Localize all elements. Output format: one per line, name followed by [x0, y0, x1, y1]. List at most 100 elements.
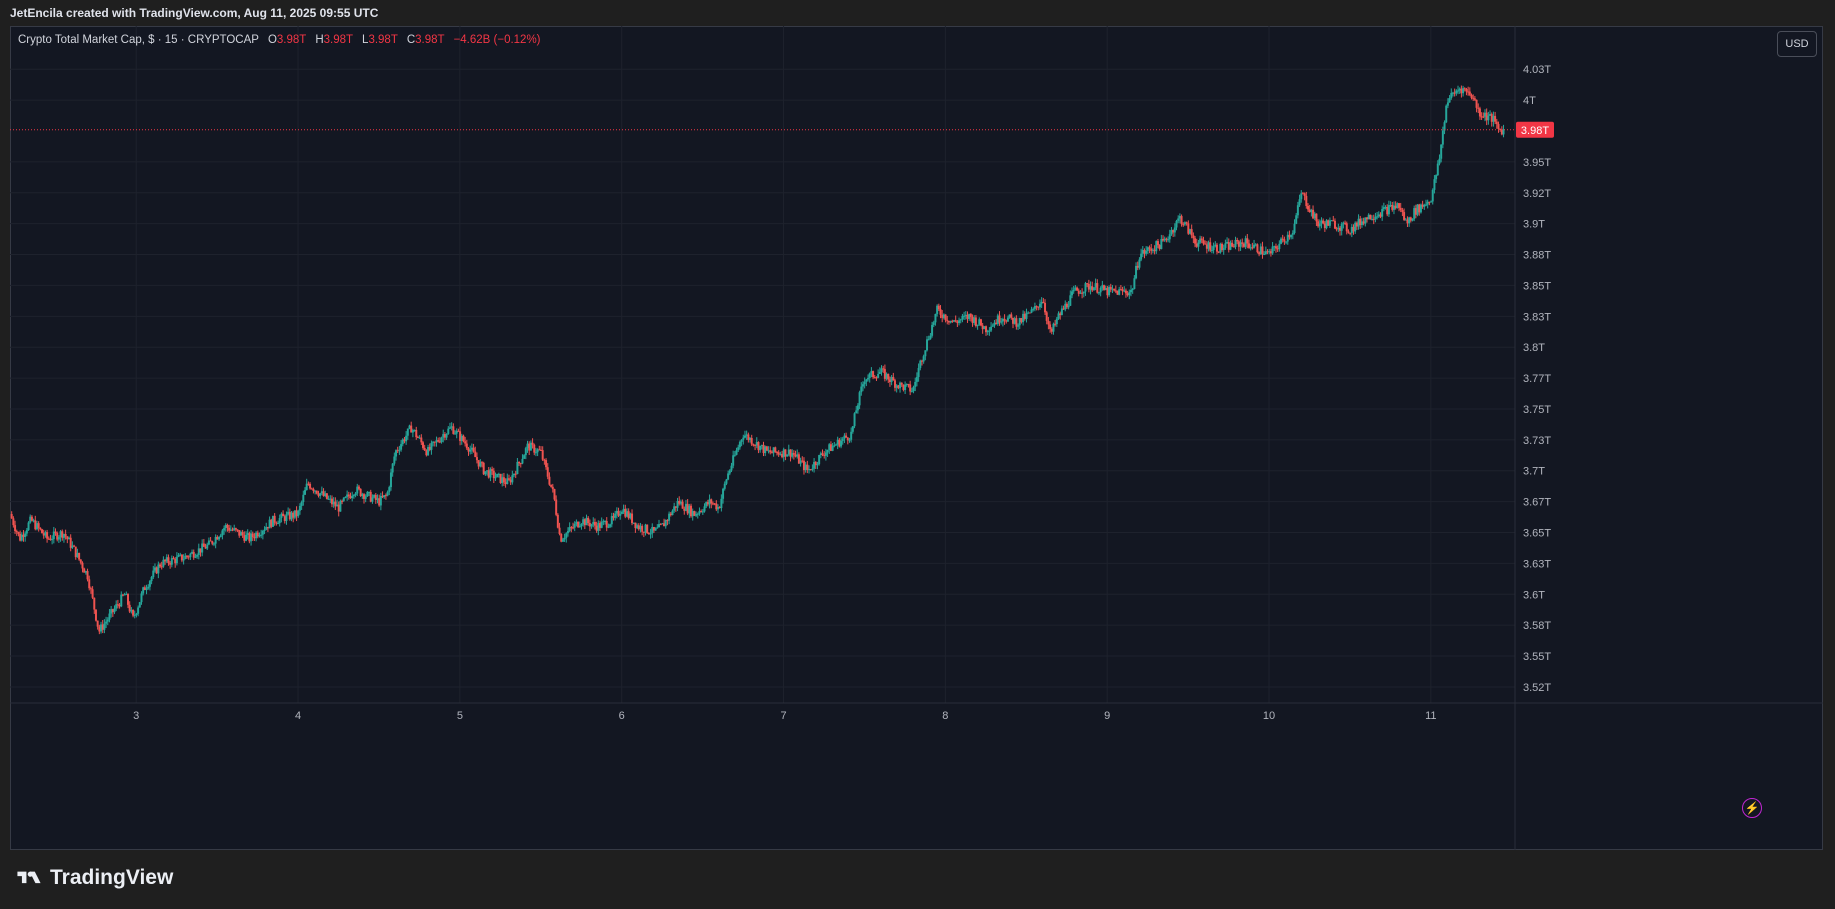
candle-up: [867, 378, 870, 380]
candle-down: [686, 503, 689, 514]
candle-down: [1305, 195, 1308, 206]
candle-up: [224, 524, 227, 529]
candle-up: [848, 439, 851, 441]
candle-up: [1271, 246, 1274, 254]
candle-up: [885, 373, 888, 379]
candle-up: [536, 449, 539, 453]
candle-down: [598, 523, 601, 528]
candle-up: [1376, 216, 1379, 218]
candle-up: [1360, 221, 1363, 226]
candle-up: [113, 608, 116, 613]
candle-up: [1364, 217, 1367, 224]
candle-down: [1323, 223, 1326, 229]
candle-up: [1377, 214, 1380, 217]
currency-button[interactable]: USD: [1777, 31, 1817, 57]
candle-up: [742, 437, 745, 440]
candle-up: [389, 472, 392, 488]
candle-up: [197, 548, 200, 556]
candle-down: [1347, 231, 1350, 233]
candle-up: [1097, 292, 1100, 294]
candle-up: [661, 523, 664, 525]
candle-up: [395, 450, 398, 457]
candle-up: [145, 588, 148, 591]
candle-down: [519, 463, 522, 465]
candle-down: [86, 571, 89, 580]
candle-up: [705, 502, 708, 507]
candle-down: [236, 529, 239, 531]
candle-up: [695, 514, 698, 516]
lightning-alert-icon[interactable]: ⚡: [1742, 798, 1762, 818]
tradingview-logo[interactable]: TradingView: [12, 866, 173, 890]
candle-down: [1251, 247, 1254, 249]
candle-up: [361, 494, 364, 497]
candle-up: [720, 498, 723, 509]
candle-up: [1249, 247, 1252, 249]
candle-up: [207, 540, 210, 545]
candle-up: [35, 523, 38, 530]
candle-up: [578, 525, 581, 528]
candle-down: [1301, 193, 1304, 195]
candle-down: [310, 488, 313, 490]
candle-up: [298, 505, 301, 511]
candle-up: [1001, 318, 1004, 322]
candle-down: [710, 499, 713, 504]
candle-down: [1480, 116, 1483, 118]
symbol-title[interactable]: Crypto Total Market Cap, $ · 15 · CRYPTO…: [18, 34, 259, 46]
candle-up: [278, 518, 281, 524]
candle-up: [108, 613, 111, 620]
candle-down: [78, 552, 81, 560]
candle-up: [201, 543, 204, 553]
candle-down: [883, 369, 886, 379]
candle-up: [1426, 201, 1429, 205]
candle-down: [1200, 238, 1203, 241]
candle-up: [329, 498, 332, 500]
candle-down: [12, 518, 15, 526]
candle-up: [214, 536, 217, 544]
candle-down: [981, 325, 984, 330]
candle-up: [786, 454, 789, 457]
candle-down: [1035, 306, 1038, 308]
candle-down: [1190, 229, 1193, 236]
candle-up: [271, 515, 274, 527]
candle-down: [437, 440, 440, 442]
candle-up: [24, 533, 27, 537]
candle-down: [1042, 301, 1045, 304]
tradingview-wordmark: TradingView: [50, 866, 174, 889]
candle-up: [386, 491, 389, 496]
candle-down: [1355, 222, 1358, 227]
price-chart[interactable]: 3.52T 3.55T 3.58T 3.6T 3.63T 3.65T 3.67T 3.7T 3.…: [10, 26, 1823, 850]
candle-up: [565, 533, 568, 538]
candle-up: [932, 322, 935, 325]
candle-up: [952, 320, 955, 322]
candle-down: [1028, 312, 1031, 314]
y-tick-label: 4T: [1523, 95, 1536, 107]
candle-down: [765, 446, 768, 451]
candle-up: [580, 524, 583, 526]
candle-down: [1126, 293, 1129, 296]
candle-down: [334, 501, 337, 507]
candle-up: [582, 519, 585, 525]
candle-up: [1108, 286, 1111, 296]
high-value: 3.98T: [323, 34, 353, 46]
candle-down: [482, 462, 485, 475]
candle-up: [1296, 205, 1299, 216]
candle-down: [551, 486, 554, 490]
candle-up: [314, 490, 317, 492]
candle-down: [1172, 230, 1175, 233]
low-label: L: [362, 34, 369, 46]
candle-up: [657, 524, 660, 528]
candle-up: [799, 460, 802, 464]
chart-panel[interactable]: [10, 26, 1823, 850]
candle-down: [1256, 244, 1259, 253]
candle-down: [1333, 220, 1336, 229]
candle-up: [138, 602, 141, 608]
candle-down: [283, 516, 286, 522]
candle-down: [1465, 89, 1468, 92]
candle-down: [558, 527, 561, 534]
candle-down: [971, 316, 974, 323]
candle-up: [229, 529, 232, 531]
candle-up: [196, 555, 199, 557]
candle-up: [223, 528, 226, 531]
candle-up: [698, 511, 701, 514]
candle-up: [868, 373, 871, 379]
